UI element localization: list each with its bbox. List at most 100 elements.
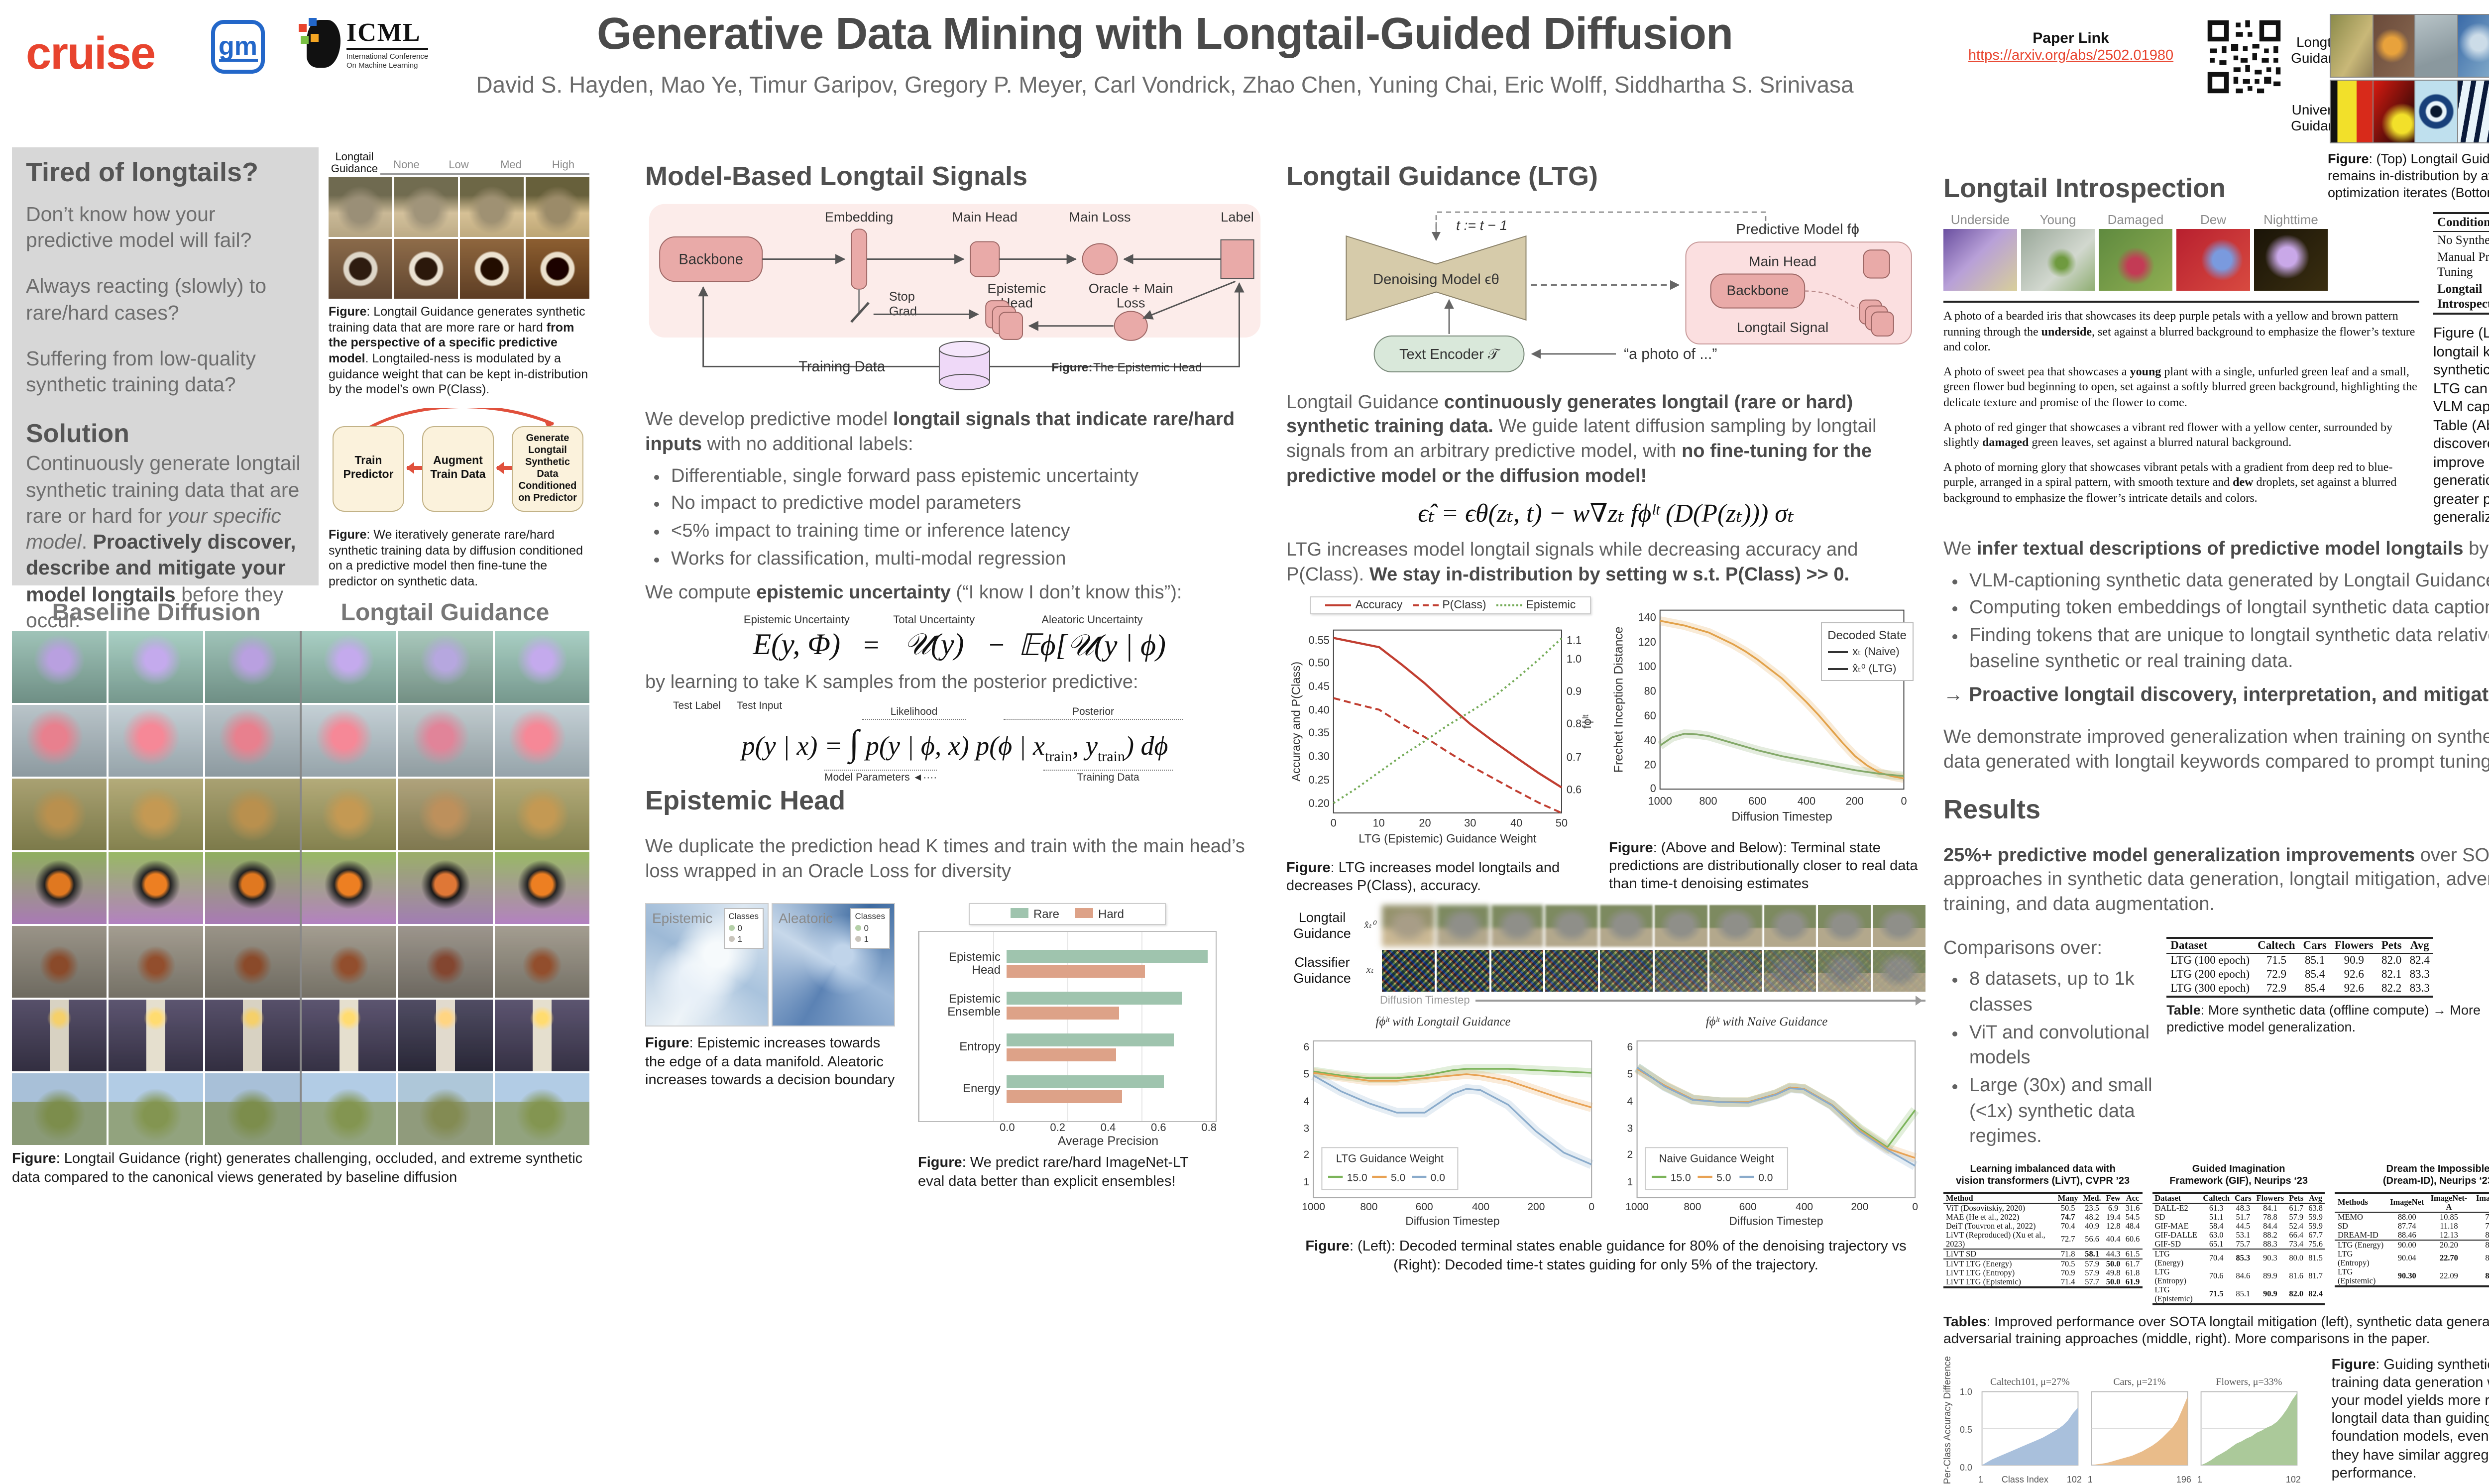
longtail-signal-label: Longtail Signal — [1737, 320, 1828, 335]
coffee-image — [526, 239, 589, 299]
butterfly-image — [12, 853, 107, 924]
fish-image — [2331, 15, 2372, 77]
svg-text:1000: 1000 — [1625, 1201, 1649, 1213]
ltg-paragraph2: LTG increases model longtail signals whi… — [1286, 539, 1925, 588]
candle-image — [302, 1000, 396, 1072]
svg-text:1: 1 — [1304, 1176, 1310, 1188]
svg-text:15.0: 15.0 — [1671, 1172, 1691, 1183]
eq-term: 𝒰(y) — [893, 628, 975, 662]
svg-text:200: 200 — [1851, 1201, 1868, 1213]
eq-label-likelihood: Likelihood — [862, 705, 966, 719]
flower-label: Dew — [2176, 212, 2250, 227]
ltg-heading: Longtail Guidance (LTG) — [1286, 161, 1925, 192]
svg-text:fϕˡᵗ: fϕˡᵗ — [1581, 714, 1594, 728]
red-ginger-image — [2099, 229, 2172, 291]
posterior-equation: Test Label Test Input Likelihood Posteri… — [645, 721, 1264, 766]
jeep-image — [205, 1074, 300, 1145]
oracle-loss-label2: Loss — [1117, 295, 1145, 311]
hook-q1: Don’t know how your predictive model wil… — [26, 202, 305, 254]
cmp-right-title: Longtail Guidance — [301, 600, 589, 628]
jeep-image — [495, 1074, 589, 1145]
lion-image — [398, 779, 493, 851]
svg-text:5.0: 5.0 — [1391, 1172, 1405, 1183]
bar-hard — [1007, 1007, 1119, 1020]
column-signals: Model-Based Longtail Signals Embedding M… — [645, 147, 1264, 1190]
svg-text:800: 800 — [1699, 795, 1717, 807]
svg-text:Diffusion Timestep: Diffusion Timestep — [1729, 1214, 1823, 1227]
training-data-label: Training Data — [798, 359, 886, 375]
ltg-main-head-label: Main Head — [1749, 253, 1816, 269]
coffee-guidance-row — [329, 239, 589, 299]
authors: David S. Hayden, Mao Ye, Timur Garipov, … — [219, 72, 2111, 99]
beetle-image — [495, 926, 589, 998]
results-heading: Results — [1943, 794, 2489, 825]
ltg-trajectory-chart: fϕˡᵗ with Longtail Guidance 6 5 4 3 2 1 … — [1286, 1015, 1600, 1234]
bullet: Large (30x) and small (<1x) synthetic da… — [1969, 1073, 2156, 1150]
hard-swatch — [1075, 909, 1093, 918]
svg-text:0.50: 0.50 — [1309, 656, 1330, 669]
level-high: High — [537, 159, 589, 175]
jellyfish-image — [302, 632, 396, 703]
svg-text:5: 5 — [1304, 1068, 1310, 1080]
bullet: Finding tokens that are unique to longta… — [1969, 623, 2489, 675]
noisy-elephant-image — [1600, 950, 1653, 992]
svg-text:120: 120 — [1638, 635, 1656, 648]
flow-caption: Figure: We iteratively generate rare/har… — [329, 528, 589, 590]
butterfly-image — [495, 853, 589, 924]
svg-text:80: 80 — [1644, 685, 1656, 697]
candle-image — [109, 1000, 203, 1072]
coffee-image — [394, 239, 458, 299]
candle-image — [398, 1000, 493, 1072]
noisy-elephant-image — [1546, 950, 1598, 992]
guidance-grid-caption: Figure: Longtail Guidance generates synt… — [329, 305, 589, 398]
candle-image — [12, 1000, 107, 1072]
eq-label-traindata: Training Data — [1043, 770, 1173, 784]
level-none: None — [380, 159, 433, 175]
svg-text:0.30: 0.30 — [1309, 750, 1330, 762]
beetle-image — [205, 926, 300, 998]
epistemic-head-text: We duplicate the prediction head K times… — [645, 835, 1264, 885]
svg-text:Accuracy and P(Class): Accuracy and P(Class) — [1290, 661, 1303, 781]
flow-diagram: Train Predictor Augment Train Data Gener… — [329, 408, 589, 528]
svg-text:0.25: 0.25 — [1309, 773, 1330, 786]
svg-text:100: 100 — [1638, 660, 1656, 672]
flower-label: Nighttime — [2254, 212, 2328, 227]
gw-legend: Accuracy P(Class) Epistemic — [1310, 596, 1591, 614]
stop-grad-label: Stop — [889, 290, 915, 304]
paper-link[interactable]: https://arxiv.org/abs/2502.01980 — [1968, 48, 2173, 64]
eq-op: = — [864, 630, 880, 662]
svg-text:40: 40 — [1510, 816, 1522, 829]
svg-text:Frechet Inception Distance: Frechet Inception Distance — [1612, 626, 1626, 772]
eq-label-testlabel: Test Label — [673, 699, 721, 712]
flow-box-generate: Generate Longtail Synthetic Data Conditi… — [512, 426, 583, 512]
svg-text:800: 800 — [1360, 1201, 1377, 1213]
coffee-image — [329, 239, 392, 299]
svg-text:0: 0 — [1588, 1201, 1594, 1213]
introspection-heading: Longtail Introspection — [1943, 173, 2489, 204]
svg-text:2: 2 — [1627, 1149, 1633, 1160]
bar-hard — [1007, 965, 1145, 978]
eq-label-params: Model Parameters ◄···· — [824, 770, 937, 784]
paper-link-label: Paper Link — [1941, 30, 2200, 47]
elephant-denoise-image — [1546, 905, 1598, 947]
x-tick: 0.6 — [1151, 1123, 1166, 1135]
tables-caption: Tables: Improved performance over SOTA l… — [1943, 1313, 2489, 1348]
svg-text:4: 4 — [1304, 1096, 1310, 1107]
per-class-caption: Figure: Guiding synthetic training data … — [2332, 1356, 2489, 1483]
longtail-guidance-strip — [2330, 14, 2489, 78]
level-med: Med — [485, 159, 537, 175]
universal-guidance-strip — [2330, 80, 2489, 143]
noisy-elephant-image — [1764, 950, 1816, 992]
area-ylabel: Per-Class Accuracy Difference — [1943, 1356, 1954, 1484]
svg-text:1.1: 1.1 — [1567, 634, 1582, 646]
svg-text:0.6: 0.6 — [1567, 783, 1582, 796]
posterior-text: by learning to take K samples from the p… — [645, 671, 1264, 695]
abstract-image — [2373, 81, 2414, 142]
ehead-fig-label: Figure: — [1051, 361, 1092, 374]
